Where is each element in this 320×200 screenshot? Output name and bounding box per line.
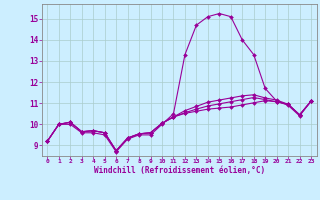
X-axis label: Windchill (Refroidissement éolien,°C): Windchill (Refroidissement éolien,°C) <box>94 166 265 175</box>
